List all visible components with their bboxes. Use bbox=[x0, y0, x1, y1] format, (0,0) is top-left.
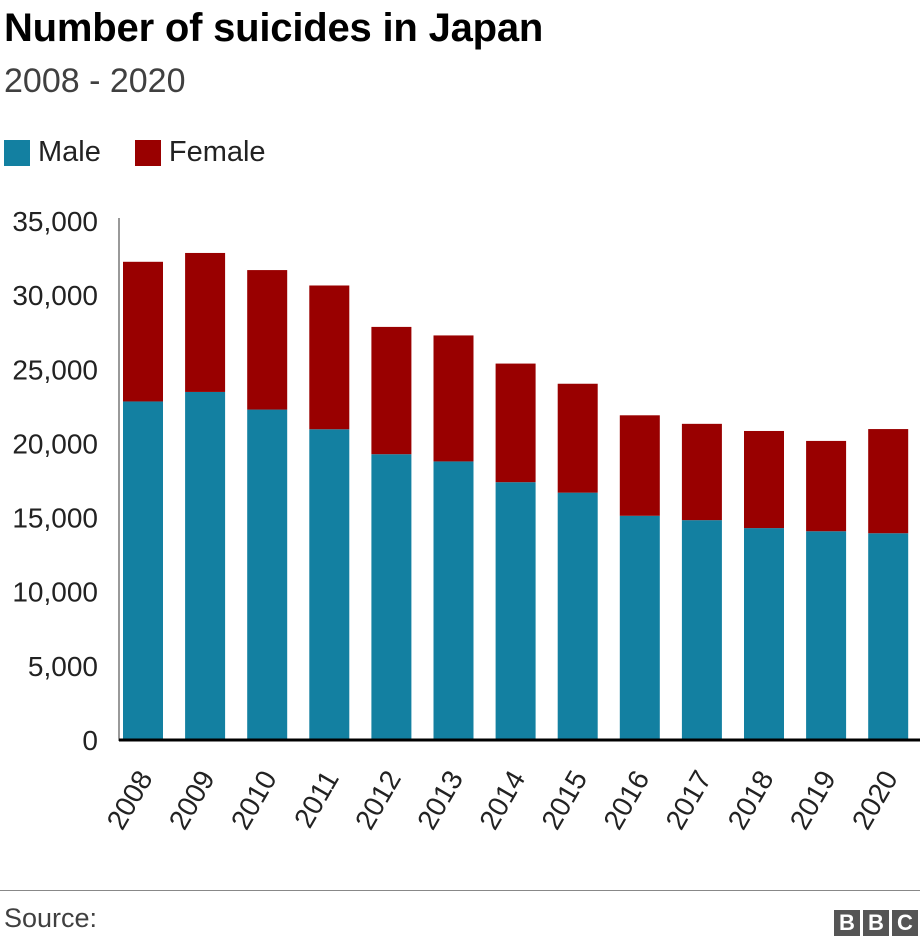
bar-male-2011 bbox=[309, 429, 350, 740]
y-tick-label: 25,000 bbox=[12, 354, 98, 385]
bar-male-2010 bbox=[247, 409, 288, 740]
x-tick-label: 2009 bbox=[163, 765, 221, 834]
bbc-logo: B B C bbox=[831, 910, 918, 936]
y-tick-label: 15,000 bbox=[12, 503, 98, 534]
source-label: Source: bbox=[4, 903, 98, 933]
legend-swatch-female bbox=[134, 139, 161, 166]
bbc-logo-letter-b1: B bbox=[834, 910, 860, 936]
bar-female-2014 bbox=[495, 363, 536, 483]
chart-subtitle: 2008 - 2020 bbox=[4, 62, 186, 100]
bar-male-2016 bbox=[619, 515, 660, 740]
y-tick-label: 10,000 bbox=[12, 577, 98, 608]
bar-female-2013 bbox=[433, 335, 474, 462]
bar-chart: 0 5,000 10,000 15,000 20,000 25,000 30,000 35,0… bbox=[12, 206, 920, 835]
x-tick-label: 2019 bbox=[784, 765, 842, 834]
chart-title: Number of suicides in Japan bbox=[4, 6, 544, 50]
x-tick-label: 2017 bbox=[660, 765, 718, 834]
bar-male-2015 bbox=[557, 492, 598, 740]
bar-female-2008 bbox=[123, 261, 163, 402]
x-tick-label: 2012 bbox=[349, 765, 407, 834]
bar-male-2018 bbox=[744, 528, 784, 740]
bar-female-2016 bbox=[619, 415, 660, 516]
bar-female-2009 bbox=[185, 252, 226, 392]
bar-female-2010 bbox=[247, 270, 288, 410]
legend-swatch-male bbox=[4, 139, 30, 166]
x-tick-label: 2014 bbox=[473, 765, 531, 834]
bar-female-2017 bbox=[681, 423, 722, 521]
legend-item-female: Female bbox=[134, 136, 266, 169]
bar-female-2020 bbox=[868, 429, 909, 534]
x-tick-label: 2010 bbox=[225, 765, 283, 834]
bar-female-2018 bbox=[744, 430, 784, 529]
footer-divider bbox=[0, 890, 920, 891]
y-tick-label: 20,000 bbox=[12, 428, 98, 459]
bar-male-2019 bbox=[806, 531, 847, 740]
x-tick-label: 2016 bbox=[597, 765, 655, 834]
legend-label-female: Female bbox=[168, 136, 266, 168]
bar-female-2019 bbox=[806, 440, 847, 532]
x-tick-label: 2011 bbox=[288, 765, 345, 833]
bar-female-2012 bbox=[371, 326, 412, 455]
x-tick-label: 2020 bbox=[846, 765, 904, 834]
x-tick-label: 2008 bbox=[101, 765, 159, 834]
bbc-logo-letter-c: C bbox=[892, 910, 918, 936]
bar-male-2013 bbox=[433, 461, 474, 740]
bar-male-2009 bbox=[185, 391, 226, 740]
bar-female-2011 bbox=[309, 285, 350, 430]
legend-label-male: Male bbox=[38, 136, 101, 168]
bbc-logo-letter-b2: B bbox=[863, 910, 889, 936]
bar-male-2012 bbox=[371, 454, 412, 740]
x-tick-label: 2018 bbox=[722, 765, 780, 834]
bar-male-2020 bbox=[868, 533, 909, 740]
y-tick-label: 0 bbox=[82, 725, 98, 756]
bar-female-2015 bbox=[557, 383, 598, 493]
bar-male-2014 bbox=[495, 482, 536, 740]
legend-item-male: Male bbox=[4, 136, 101, 169]
y-tick-label: 30,000 bbox=[12, 280, 98, 311]
bar-male-2008 bbox=[123, 401, 163, 740]
x-tick-label: 2013 bbox=[411, 765, 469, 834]
y-tick-label: 35,000 bbox=[12, 206, 98, 237]
legend: Male Female bbox=[4, 136, 300, 169]
x-tick-label: 2015 bbox=[535, 765, 593, 834]
y-tick-label: 5,000 bbox=[28, 651, 98, 682]
bar-male-2017 bbox=[681, 520, 722, 740]
